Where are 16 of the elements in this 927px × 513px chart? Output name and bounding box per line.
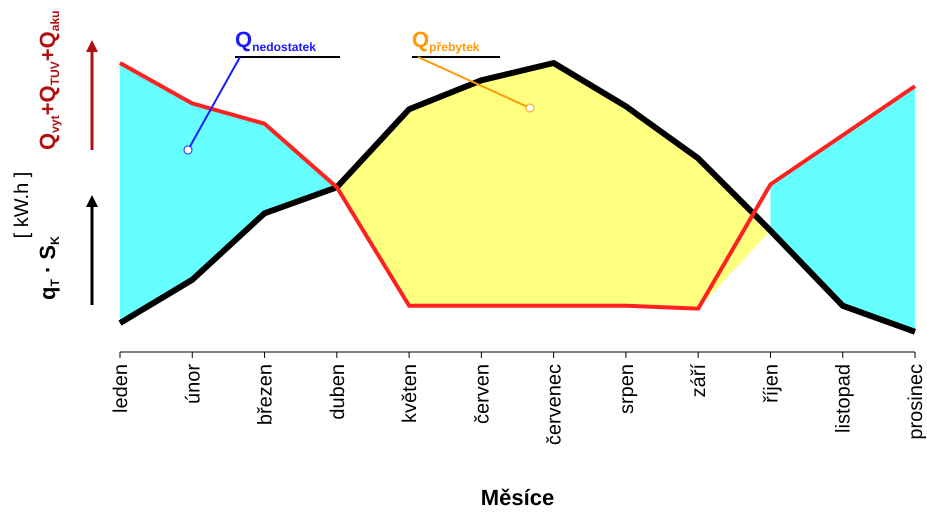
x-tick-label: duben: [326, 364, 349, 420]
y-axis-title: [ kW.h ]: [11, 172, 33, 238]
series-label: Q$_{přebytek}$: [412, 27, 480, 54]
x-tick-label: prosinec: [905, 364, 927, 440]
x-tick-label: březen: [254, 364, 277, 426]
x-tick-label: červenec: [544, 364, 566, 446]
x-tick-label: říjen: [760, 364, 782, 403]
x-tick-label: srpen: [616, 364, 638, 414]
x-tick-label: listopad: [832, 364, 855, 433]
x-tick-label: září: [688, 364, 710, 398]
x-tick-label: únor: [182, 364, 204, 404]
x-axis-title: Měsíce: [480, 485, 554, 510]
x-tick-label: leden: [110, 364, 132, 413]
text: Q$_{nedostatek}$: [235, 27, 316, 54]
x-tick-label: červen: [471, 364, 494, 424]
x-tick-label: květen: [399, 364, 422, 423]
